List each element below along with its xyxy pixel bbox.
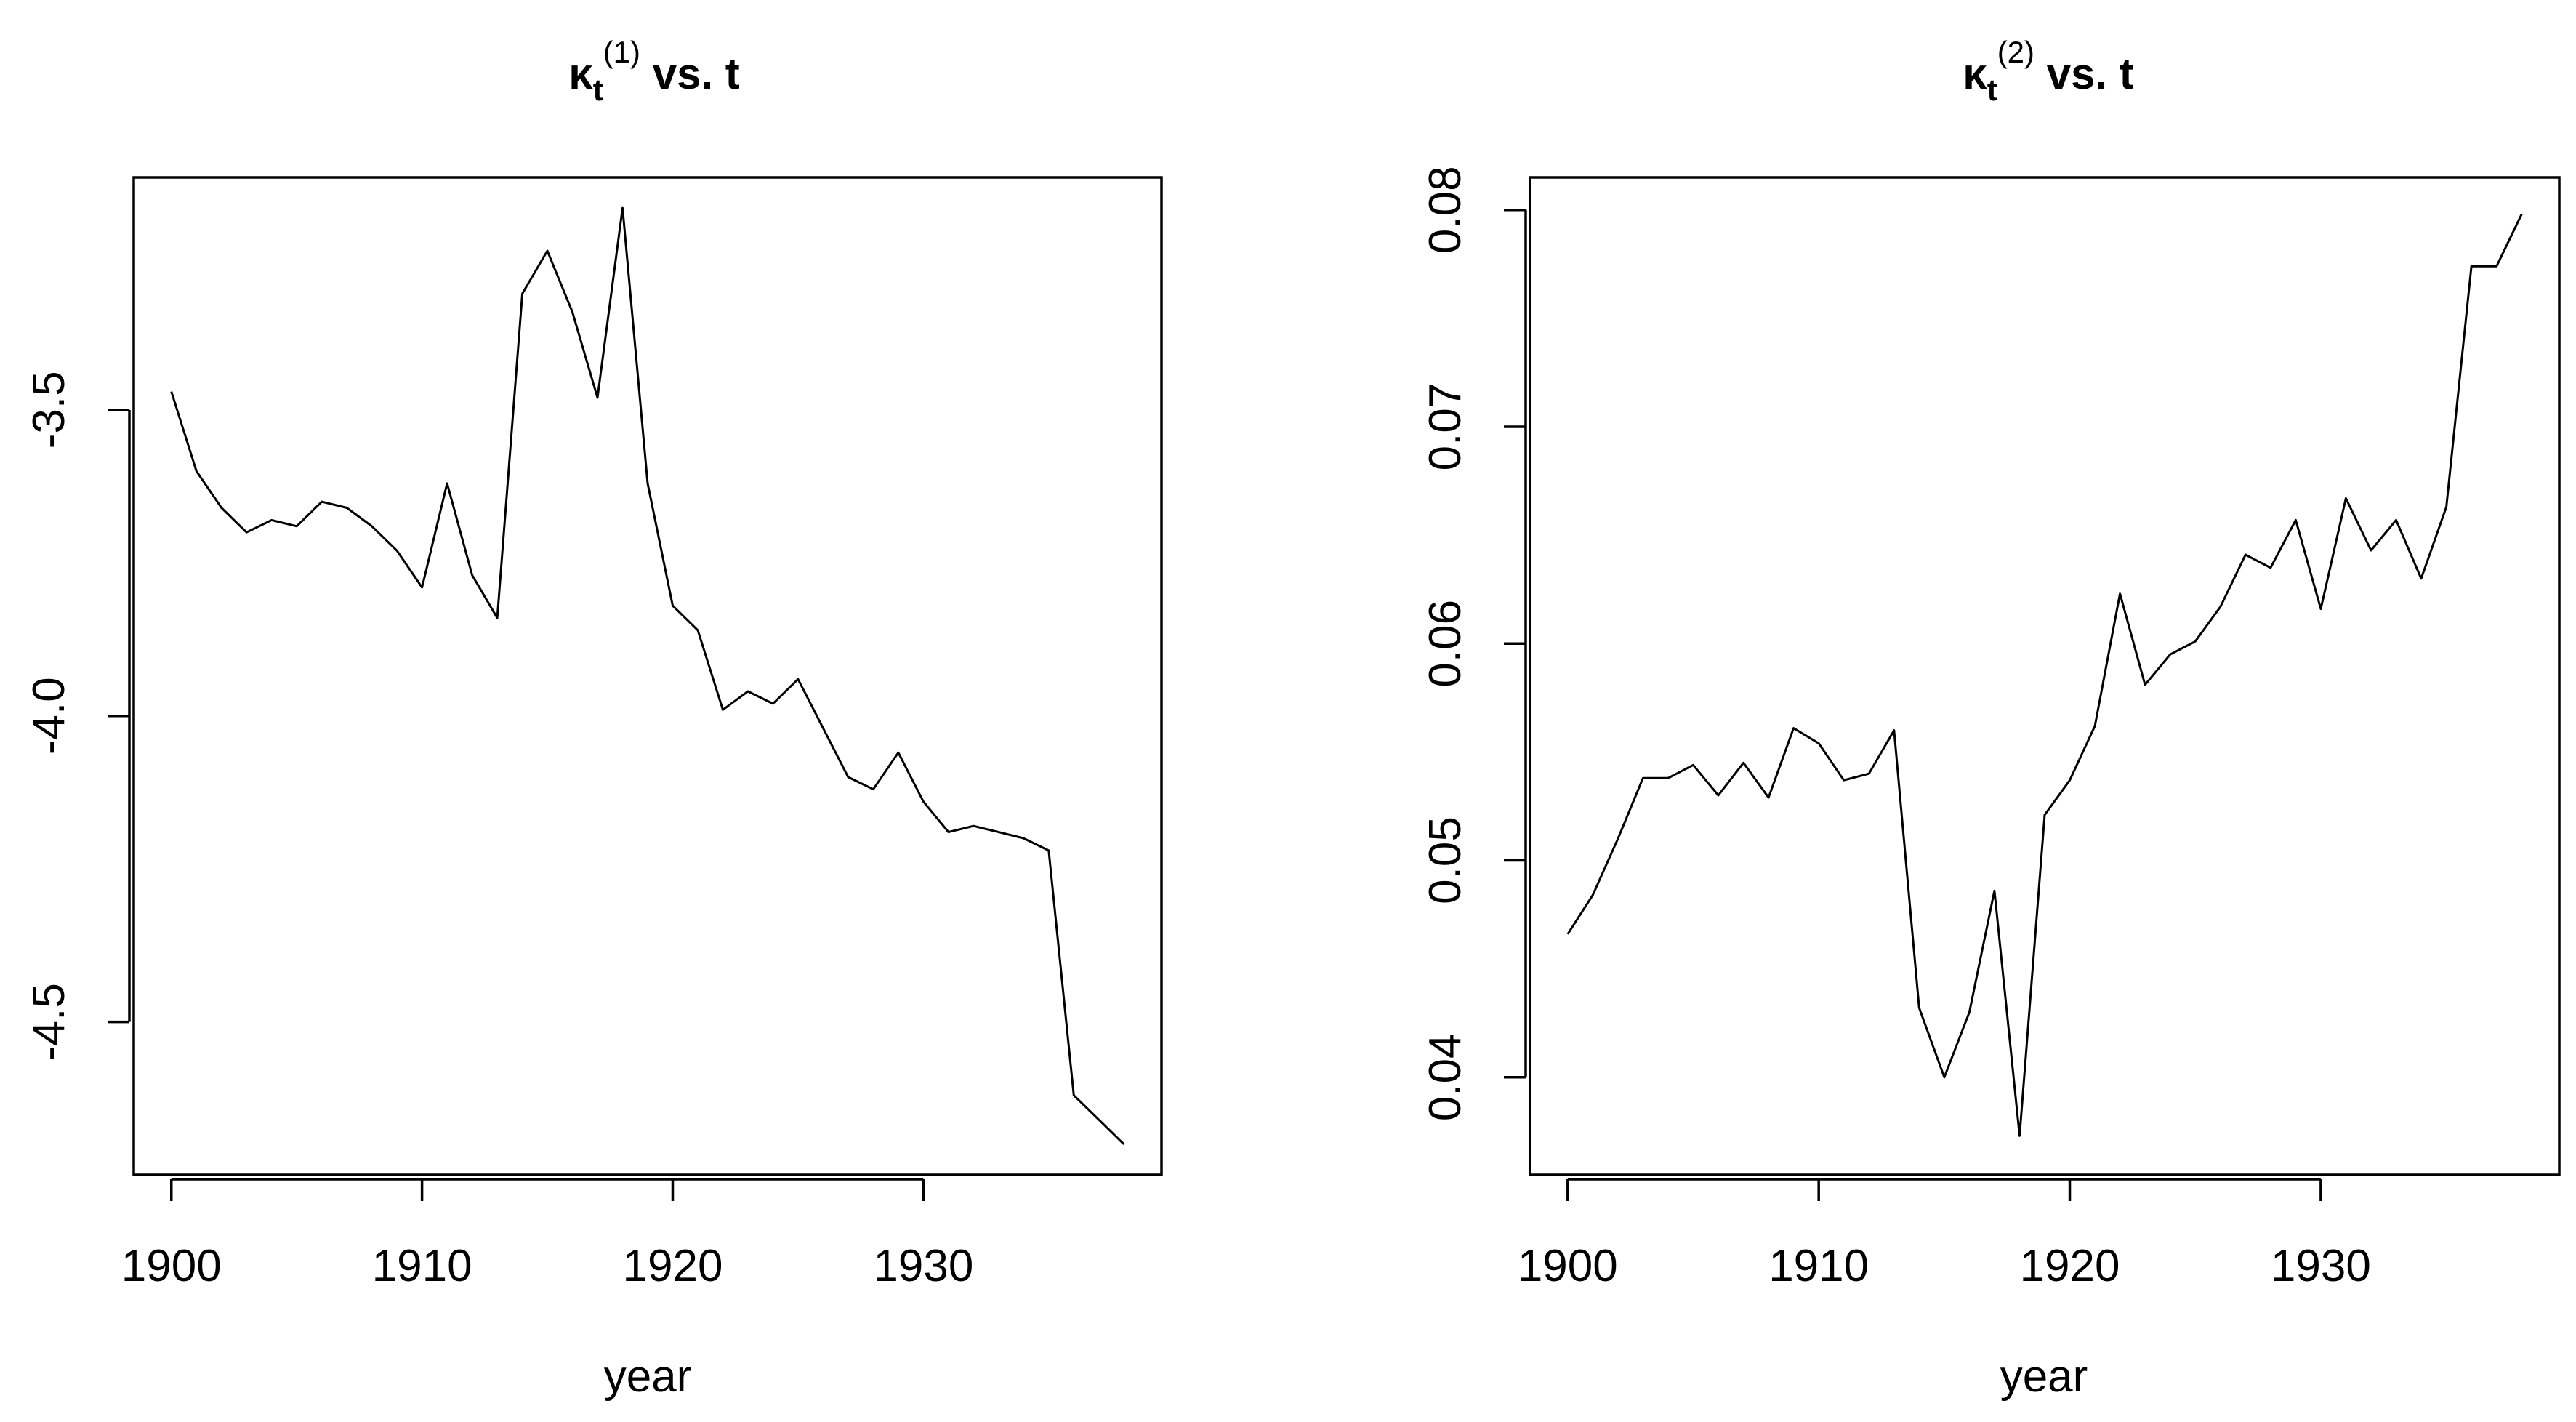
y-tick-label: -3.5 [24, 371, 74, 449]
x-axis: 1900 1910 1920 1930 [121, 1178, 973, 1291]
x-tick-label: 1900 [1518, 1241, 1618, 1291]
chart-title: κt(2) vs. t [1963, 35, 2134, 107]
x-tick-label: 1900 [121, 1241, 222, 1291]
y-axis: -3.5 -4.0 -4.5 [24, 371, 131, 1061]
plot-frame [1529, 176, 2561, 1176]
x-tick-label: 1920 [2020, 1241, 2120, 1291]
chart-kappa1-panel: κt(1) vs. t 1900 1910 1920 1930 -3.5 -4.0 -4.… [24, 35, 1163, 1402]
y-tick-label: -4.0 [24, 677, 74, 755]
y-tick-label: 0.08 [1420, 166, 1470, 254]
y-tick-label: -4.5 [24, 983, 74, 1061]
y-tick-label: 0.04 [1420, 1033, 1470, 1121]
y-tick-label: 0.05 [1420, 816, 1470, 904]
series-line-kappa2 [1566, 214, 2523, 1137]
series-line-kappa1 [170, 206, 1125, 1145]
y-tick-label: 0.07 [1420, 383, 1470, 471]
title-rest: vs. t [640, 49, 740, 98]
x-axis-label: year [604, 1351, 692, 1402]
title-kappa-symbol: κ [1963, 49, 1987, 98]
plot-frame [132, 176, 1163, 1176]
y-tick-label: 0.06 [1420, 600, 1470, 688]
x-axis: 1900 1910 1920 1930 [1518, 1178, 2371, 1291]
x-axis-label: year [2000, 1351, 2088, 1402]
title-superscript: (2) [1997, 35, 2034, 69]
x-tick-label: 1910 [1768, 1241, 1869, 1291]
x-tick-label: 1920 [623, 1241, 723, 1291]
title-kappa-symbol: κ [568, 49, 593, 98]
chart-kappa2-panel: κt(2) vs. t 1900 1910 1920 1930 0.040.050.0… [1420, 35, 2561, 1402]
title-superscript: (1) [603, 35, 640, 69]
x-tick-label: 1910 [372, 1241, 472, 1291]
title-rest: vs. t [2034, 49, 2134, 98]
x-tick-label: 1930 [873, 1241, 973, 1291]
chart-title: κt(1) vs. t [568, 35, 740, 107]
title-subscript: t [1987, 73, 1997, 107]
x-tick-label: 1930 [2271, 1241, 2371, 1291]
title-subscript: t [593, 73, 603, 107]
y-axis: 0.04 0.05 0.06 0.07 0.08 [1420, 166, 1527, 1121]
